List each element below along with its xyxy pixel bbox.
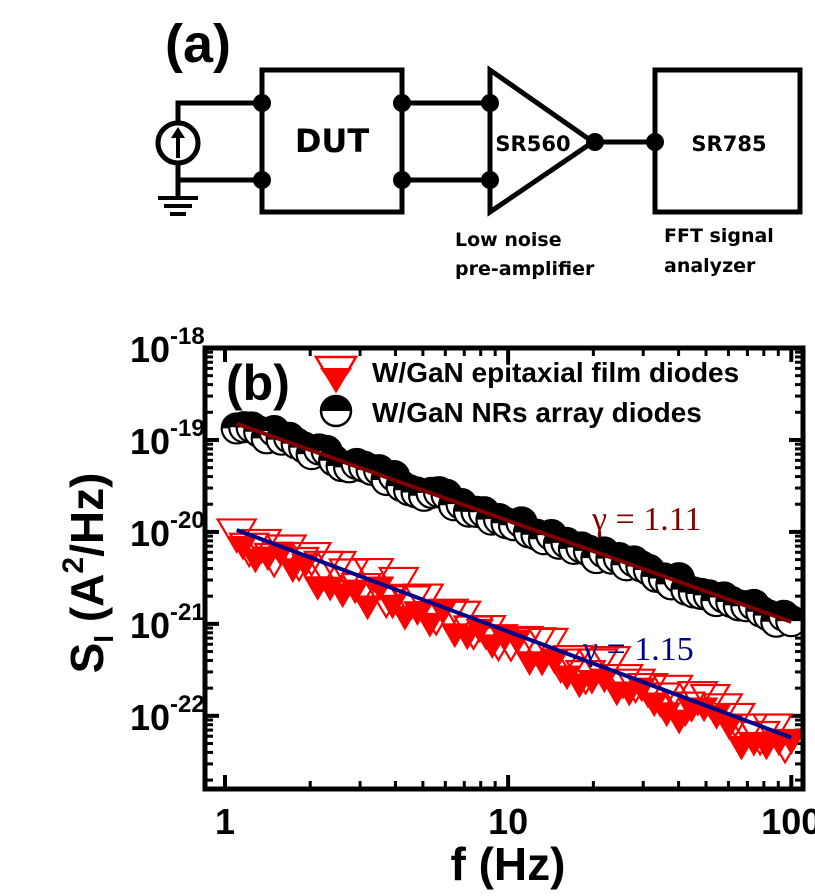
terminal-dot bbox=[481, 94, 499, 112]
data-point-epitaxial-open bbox=[589, 645, 632, 682]
analyzer-box bbox=[652, 67, 803, 215]
preamp-label: SR560 bbox=[495, 132, 570, 156]
x-tick-label: 100 bbox=[761, 801, 815, 842]
x-axis-title: f (Hz) bbox=[451, 838, 566, 890]
analyzer-caption-line2: analyzer bbox=[664, 255, 756, 277]
series-epitaxial-film bbox=[215, 518, 803, 765]
y-axis-title-sub: I bbox=[88, 635, 119, 643]
terminal-dot bbox=[253, 171, 271, 189]
y-tick-label: 10-18 bbox=[130, 323, 205, 370]
y-tick-label: 10-21 bbox=[130, 599, 205, 646]
y-tick-label: 10-19 bbox=[130, 415, 205, 462]
panel-a-label: (a) bbox=[165, 14, 231, 74]
data-point-epitaxial-filled bbox=[540, 649, 569, 675]
fit-line-epitaxial-film bbox=[236, 528, 792, 740]
legend-marker-epitaxial bbox=[313, 355, 359, 394]
y-axis-title-main: S bbox=[61, 643, 113, 674]
wire-source-bottom bbox=[175, 163, 262, 183]
data-point-epitaxial-open bbox=[552, 645, 595, 681]
legend: W/GaN epitaxial film diodes W/GaN NRs ar… bbox=[313, 355, 739, 428]
data-point-epitaxial-filled bbox=[590, 668, 619, 694]
gamma-annotation-epitaxial: γ = 1.15 bbox=[582, 631, 694, 668]
terminal-dot bbox=[481, 171, 499, 189]
x-tick-label: 1 bbox=[215, 801, 235, 842]
analyzer-caption-line1: FFT signal bbox=[664, 225, 774, 247]
legend-marker-nrs bbox=[319, 394, 353, 428]
data-point-epitaxial-open bbox=[315, 550, 358, 587]
dut-label: DUT bbox=[295, 122, 370, 160]
gamma-annotation-nrs: γ = 1.11 bbox=[591, 501, 701, 538]
data-point-epitaxial-filled bbox=[664, 709, 694, 735]
data-point-epitaxial-filled bbox=[353, 595, 382, 621]
y-tick-labels: 10-22 10-21 10-20 10-19 10-18 bbox=[130, 323, 205, 738]
circuit-diagram: (a) DUT SR560 bbox=[155, 14, 803, 280]
data-point-epitaxial-open bbox=[502, 625, 545, 662]
data-point-epitaxial-open bbox=[726, 713, 769, 750]
fit-line-nrs-array bbox=[236, 421, 792, 624]
ground-icon bbox=[158, 180, 198, 216]
data-point-epitaxial-open bbox=[627, 672, 669, 709]
current-source-arrow-head bbox=[171, 127, 185, 138]
legend-label-nrs: W/GaN NRs array diodes bbox=[372, 397, 702, 428]
x-tick-label: 10 bbox=[488, 801, 528, 842]
y-tick-label: 10-22 bbox=[130, 691, 205, 738]
preamp-caption-line2: pre-amplifier bbox=[455, 258, 595, 280]
plot-frame bbox=[202, 345, 806, 792]
y-axis-title-unit-close: /Hz) bbox=[61, 473, 113, 557]
wire-source-top bbox=[175, 100, 262, 123]
preamp-caption-line1: Low noise bbox=[455, 229, 562, 251]
legend-label-epitaxial: W/GaN epitaxial film diodes bbox=[372, 357, 739, 388]
preamplifier-triangle bbox=[487, 65, 598, 217]
data-point-epitaxial-open bbox=[689, 683, 732, 720]
analyzer-label: SR785 bbox=[691, 132, 766, 156]
terminal-dot bbox=[253, 94, 271, 112]
noise-spectrum-chart: 10-22 10-21 10-20 10-19 10-18 1 10 100 (b) W/G… bbox=[57, 323, 815, 890]
dut-box bbox=[259, 67, 405, 215]
y-axis-title-unit-open: (A bbox=[61, 574, 113, 635]
svg-text:SI (A2/Hz): SI (A2/Hz) bbox=[57, 473, 119, 674]
panel-b-label: (b) bbox=[226, 355, 290, 411]
x-tick-labels: 1 10 100 bbox=[215, 801, 815, 842]
y-tick-label: 10-20 bbox=[130, 507, 205, 554]
y-axis-title: SI (A2/Hz) bbox=[57, 473, 119, 674]
y-axis-title-unit-exp: 2 bbox=[57, 557, 90, 574]
